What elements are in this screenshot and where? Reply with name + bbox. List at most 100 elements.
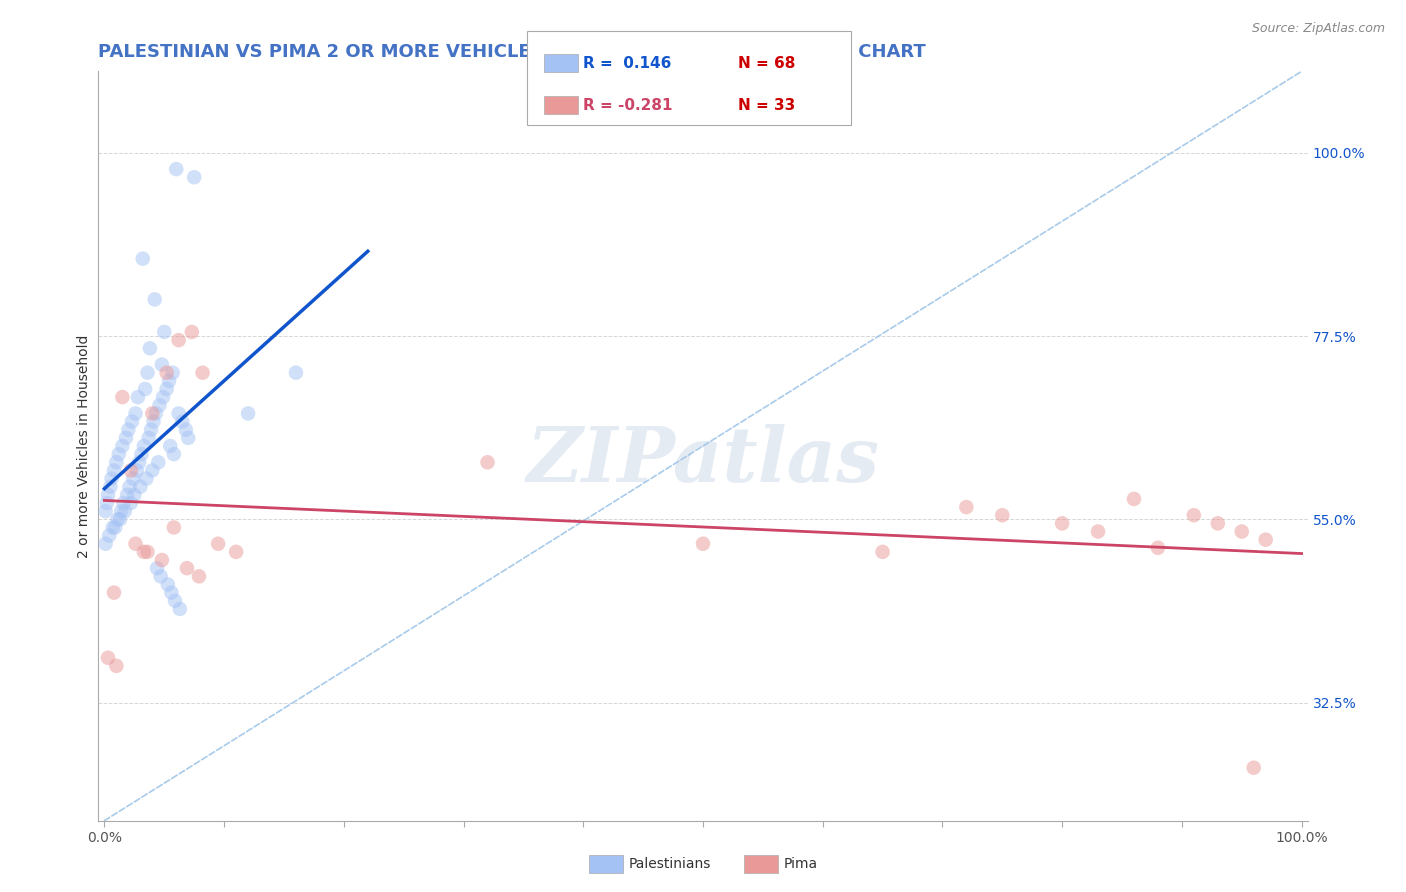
Point: [120, 496, 142, 510]
Point: [955, 500, 977, 514]
Point: [167, 333, 190, 347]
Point: [128, 455, 150, 469]
Point: [115, 431, 138, 445]
Point: [148, 398, 170, 412]
Point: [97, 650, 120, 665]
Point: [152, 390, 174, 404]
Point: [146, 561, 169, 575]
Point: [134, 382, 156, 396]
Point: [191, 366, 214, 380]
Point: [136, 545, 159, 559]
Text: N = 68: N = 68: [738, 56, 796, 70]
Point: [162, 366, 184, 380]
Point: [103, 463, 125, 477]
Point: [872, 545, 894, 559]
Point: [172, 415, 194, 429]
Point: [117, 423, 139, 437]
Point: [124, 537, 146, 551]
Point: [150, 358, 173, 372]
Point: [477, 455, 499, 469]
Point: [104, 520, 127, 534]
Point: [156, 382, 179, 396]
Point: [139, 423, 162, 437]
Point: [149, 569, 172, 583]
Point: [131, 447, 153, 461]
Point: [118, 480, 141, 494]
Point: [143, 293, 166, 307]
Point: [136, 366, 159, 380]
Point: [124, 488, 146, 502]
Point: [1243, 761, 1265, 775]
Point: [991, 508, 1014, 523]
Point: [108, 512, 131, 526]
Point: [167, 406, 190, 420]
Point: [148, 455, 170, 469]
Point: [1147, 541, 1170, 555]
Point: [159, 439, 181, 453]
Point: [98, 528, 121, 542]
Point: [207, 537, 229, 551]
Point: [139, 341, 162, 355]
Point: [177, 431, 200, 445]
Point: [1254, 533, 1277, 547]
Point: [692, 537, 714, 551]
Point: [165, 162, 187, 177]
Point: [96, 496, 118, 510]
Point: [115, 488, 138, 502]
Point: [121, 415, 143, 429]
Point: [107, 512, 129, 526]
Point: [156, 577, 179, 591]
Point: [107, 447, 129, 461]
Point: [100, 472, 122, 486]
Point: [188, 569, 211, 583]
Point: [105, 659, 128, 673]
Point: [163, 447, 186, 461]
Point: [122, 472, 145, 486]
Point: [105, 455, 128, 469]
Point: [157, 374, 180, 388]
Point: [141, 463, 163, 477]
Point: [112, 496, 135, 510]
Point: [284, 366, 307, 380]
Point: [142, 415, 165, 429]
Point: [1123, 491, 1146, 506]
Point: [1182, 508, 1205, 523]
Point: [101, 520, 124, 534]
Point: [169, 602, 191, 616]
Point: [120, 463, 142, 477]
Point: [97, 488, 120, 502]
Point: [132, 252, 155, 266]
Point: [1230, 524, 1253, 539]
Point: [103, 585, 125, 599]
Point: [138, 431, 160, 445]
Text: R = -0.281: R = -0.281: [583, 98, 673, 112]
Point: [1087, 524, 1109, 539]
Point: [160, 585, 183, 599]
Point: [114, 504, 136, 518]
Y-axis label: 2 or more Vehicles in Household: 2 or more Vehicles in Household: [77, 334, 91, 558]
Point: [183, 170, 205, 185]
Point: [125, 463, 148, 477]
Point: [100, 480, 122, 494]
Point: [94, 537, 117, 551]
Point: [124, 406, 146, 420]
Point: [135, 472, 157, 486]
Point: [141, 406, 163, 420]
Text: Palestinians: Palestinians: [628, 857, 711, 871]
Point: [163, 520, 186, 534]
Point: [111, 439, 134, 453]
Point: [94, 504, 117, 518]
Point: [225, 545, 247, 559]
Point: [110, 504, 132, 518]
Text: N = 33: N = 33: [738, 98, 796, 112]
Point: [163, 593, 186, 607]
Point: [176, 561, 198, 575]
Point: [129, 480, 152, 494]
Text: ZIPatlas: ZIPatlas: [526, 424, 880, 498]
Text: R =  0.146: R = 0.146: [583, 56, 672, 70]
Text: Pima: Pima: [783, 857, 817, 871]
Point: [145, 406, 167, 420]
Point: [1206, 516, 1229, 531]
Point: [156, 366, 179, 380]
Point: [153, 325, 176, 339]
